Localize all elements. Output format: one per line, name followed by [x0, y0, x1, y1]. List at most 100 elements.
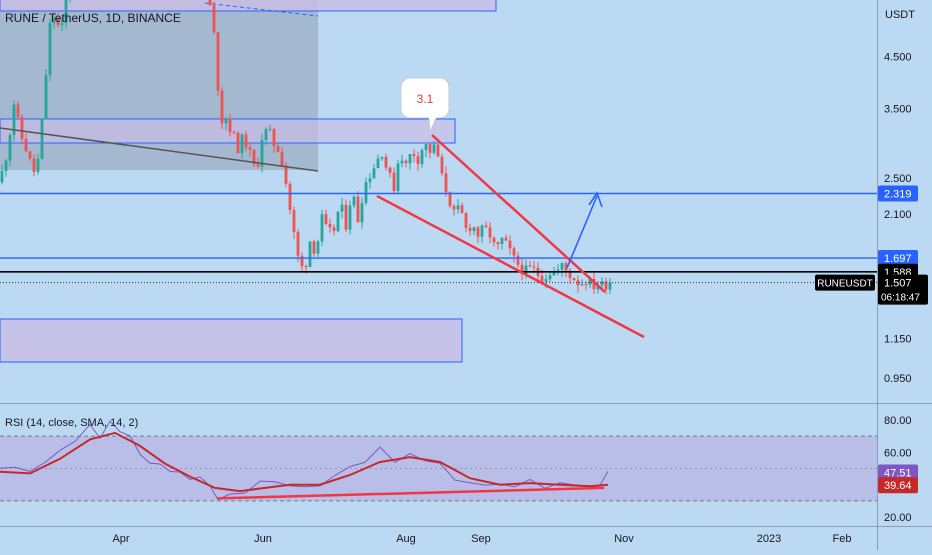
candle-body	[40, 118, 44, 159]
candle-body	[428, 144, 432, 153]
candle-body	[212, 5, 216, 33]
candle-body	[508, 240, 512, 249]
candle-body	[564, 263, 568, 271]
candle-body	[288, 183, 292, 210]
candle-body	[408, 154, 412, 164]
candle-body	[560, 263, 564, 270]
candle-body	[340, 204, 344, 212]
candle-body	[444, 173, 448, 193]
candle-body	[32, 158, 36, 172]
candle-body	[352, 196, 356, 206]
candle-body	[308, 241, 312, 267]
candle-body	[372, 168, 376, 179]
candle-body	[476, 227, 480, 237]
candle-body	[416, 156, 420, 165]
zone-box-support	[0, 318, 463, 363]
zone-grey	[0, 0, 318, 170]
candle-body	[224, 118, 228, 124]
candle-body	[464, 213, 468, 228]
rsi-tick-label-2: 20.00	[884, 512, 912, 524]
candle-body	[376, 158, 380, 169]
candle-body	[48, 23, 52, 76]
candle-body	[236, 132, 240, 154]
candle-body	[324, 214, 328, 224]
candle-body	[284, 165, 288, 184]
candle-body	[280, 151, 284, 166]
rsi-title: RSI (14, close, SMA, 14, 2)	[5, 417, 138, 429]
candle-body	[496, 242, 500, 244]
candle-body	[348, 205, 352, 230]
target-arrow-head	[588, 191, 603, 208]
candle-body	[368, 178, 372, 183]
candle-body	[316, 241, 320, 254]
level-tag-bg-1	[878, 250, 918, 267]
candle-body	[56, 17, 60, 26]
rsi-sma-label: 39.64	[884, 480, 912, 492]
candle-body	[568, 270, 572, 279]
candle-body	[272, 128, 276, 147]
candle-body	[388, 167, 392, 173]
candle-body	[576, 280, 580, 286]
time-tick-label-5: 2023	[757, 533, 781, 545]
price-tick-label-2: 2.500	[884, 173, 912, 185]
price-tick-label-3: 2.100	[884, 209, 912, 221]
candle-body	[432, 144, 436, 153]
candle-body	[52, 17, 56, 24]
candle-body	[456, 205, 460, 210]
candle-body	[420, 150, 424, 165]
candle-body	[472, 227, 476, 232]
candle-body	[604, 281, 608, 290]
time-tick-label-0: Apr	[112, 533, 129, 545]
candle-body	[448, 192, 452, 206]
candle-body	[580, 284, 584, 286]
candle-body	[512, 248, 516, 256]
rsi-value-tag-bg	[878, 464, 918, 481]
candle-body	[392, 172, 396, 192]
candle-body	[332, 227, 336, 232]
zone-box-resistance	[0, 118, 456, 144]
level-tag-label-0: 2.319	[884, 188, 912, 200]
candle-body	[504, 237, 508, 241]
candle-body	[0, 170, 4, 183]
candle-body	[292, 209, 296, 232]
candle-body	[556, 269, 560, 273]
candle-body	[228, 118, 232, 133]
candle-body	[544, 279, 548, 282]
candle-body	[320, 214, 324, 242]
candle-body	[60, 23, 64, 26]
candle-body	[592, 279, 596, 290]
candle-body	[412, 154, 416, 157]
candle-body	[572, 278, 576, 281]
candle-body	[484, 225, 488, 228]
candle-body	[328, 223, 332, 228]
time-tick-label-2: Aug	[396, 533, 416, 545]
candle-body	[300, 255, 304, 267]
time-tick-label-4: Nov	[614, 533, 634, 545]
candle-body	[276, 146, 280, 152]
candle-body	[516, 255, 520, 265]
candle-body	[248, 147, 252, 150]
candle-body	[480, 225, 484, 237]
candle-body	[528, 265, 532, 267]
candle-body	[12, 104, 16, 136]
candle-body	[552, 272, 556, 276]
candle-body	[240, 134, 244, 154]
target-arrow	[566, 195, 598, 269]
candle-body	[468, 227, 472, 232]
candle-body	[584, 284, 588, 286]
candle-body	[404, 160, 408, 164]
candle-body	[216, 32, 220, 91]
candle-body	[344, 204, 348, 230]
rsi-value-label: 47.51	[884, 468, 912, 480]
candle-body	[28, 151, 32, 159]
candle-body	[540, 275, 544, 282]
last-price-label: 1.507	[884, 278, 912, 290]
candle-body	[220, 90, 224, 124]
callout-bubble	[400, 77, 450, 133]
candle-body	[36, 158, 40, 172]
candle-body	[532, 266, 536, 268]
candle-body	[588, 279, 592, 285]
candle-body	[492, 237, 496, 243]
